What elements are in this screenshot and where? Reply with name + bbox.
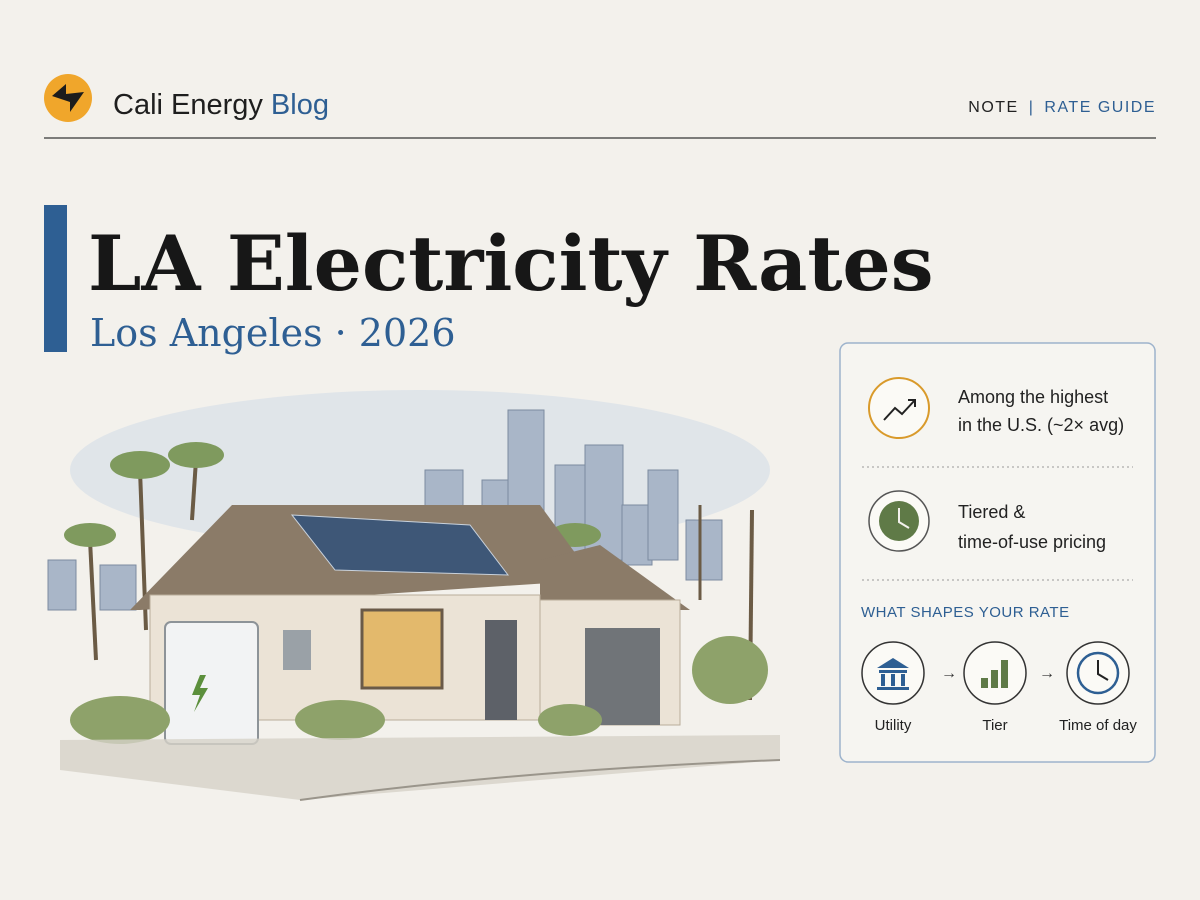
highlight-text: Tiered & time-of-use pricing	[958, 502, 1106, 552]
building	[621, 504, 653, 566]
step-label: Tier	[982, 717, 1007, 734]
tier-bar	[1001, 660, 1008, 688]
shrub	[692, 636, 768, 704]
brand-accent: Blog	[271, 89, 329, 121]
utility-glyph	[877, 658, 909, 690]
building	[647, 469, 679, 561]
building	[99, 564, 137, 611]
trend-arrowhead	[908, 399, 916, 407]
trend-icon	[868, 377, 930, 439]
step-label: Time of day	[1059, 717, 1137, 734]
flow-arrow: →	[941, 665, 957, 682]
trend-arrow	[883, 399, 916, 421]
highlight-text: Among the highest in the U.S. (~2× avg)	[958, 387, 1124, 435]
flow-arrow: →	[1039, 665, 1055, 682]
highlight-line: in the U.S. (~2× avg)	[958, 415, 1124, 435]
brand-name: Cali Energy	[113, 89, 263, 121]
shrub	[70, 696, 170, 744]
highlight-line: Tiered &	[958, 502, 1025, 522]
factor-flow: → → Utility Tier Time of day	[861, 641, 1137, 734]
building	[47, 559, 77, 611]
palm-crown	[168, 442, 224, 468]
home-battery	[164, 621, 259, 745]
shrubs	[70, 636, 768, 744]
step-label: Utility	[875, 717, 912, 734]
highlight-line: time-of-use pricing	[958, 532, 1106, 552]
subtitle: Los Angeles · 2026	[90, 311, 456, 355]
palm-trunk	[190, 459, 198, 521]
title: LA Electricity Rates	[88, 219, 934, 308]
factors-title: WHAT SHAPES YOUR RATE	[861, 604, 1070, 621]
palm-crown	[110, 451, 170, 479]
tier-bar	[991, 670, 998, 688]
logo-bolt	[52, 84, 84, 112]
nav-separator: |	[1029, 99, 1035, 116]
curb	[299, 759, 781, 801]
time-hands	[1097, 660, 1109, 681]
shrub	[538, 704, 602, 736]
clock-hands	[898, 508, 910, 529]
nav: NOTE | RATE GUIDE	[968, 99, 1156, 116]
nav-item[interactable]: NOTE	[968, 99, 1018, 116]
ground	[60, 735, 780, 800]
tier-bar	[981, 678, 988, 688]
palm-trunk	[88, 539, 98, 661]
window	[360, 608, 444, 690]
palm-crown	[64, 523, 116, 547]
logo	[44, 74, 92, 122]
battery-bolt	[192, 675, 208, 712]
highlight-line: Among the highest	[958, 387, 1108, 407]
time-face	[1076, 651, 1120, 695]
solar-panel	[290, 514, 510, 576]
accent-bar	[44, 205, 67, 352]
shrub	[295, 700, 385, 740]
nav-item[interactable]: RATE GUIDE	[1044, 99, 1156, 116]
meter	[283, 630, 311, 670]
illustration	[47, 390, 781, 801]
door	[485, 620, 517, 720]
garage-door	[585, 628, 660, 725]
brand[interactable]: Cali Energy Blog	[113, 89, 329, 121]
garage-roof	[540, 545, 690, 610]
building	[685, 519, 723, 581]
